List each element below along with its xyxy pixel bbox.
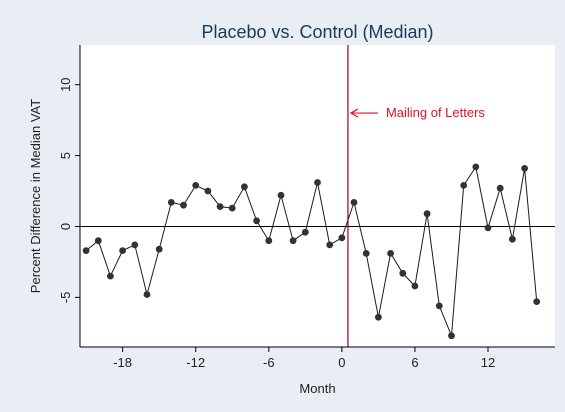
data-point bbox=[314, 179, 321, 186]
data-point bbox=[82, 247, 90, 255]
data-point bbox=[399, 269, 407, 277]
data-point bbox=[362, 250, 370, 257]
data-point bbox=[143, 291, 151, 298]
data-point bbox=[228, 204, 236, 212]
data-point bbox=[435, 302, 443, 310]
annotation-arrow-head bbox=[349, 108, 359, 118]
data-point bbox=[411, 282, 419, 290]
data-point bbox=[192, 182, 200, 189]
data-point bbox=[423, 210, 431, 218]
x-axis-title: Month bbox=[299, 381, 335, 396]
x-tick-label: -12 bbox=[186, 355, 205, 370]
y-tick-label: 0 bbox=[58, 223, 73, 230]
data-point bbox=[484, 224, 492, 232]
data-point bbox=[155, 245, 163, 253]
data-point bbox=[301, 228, 309, 236]
data-point bbox=[375, 313, 382, 321]
x-tick-label: 6 bbox=[411, 355, 418, 370]
y-tick-label: 10 bbox=[58, 77, 73, 91]
data-point bbox=[253, 217, 260, 225]
data-point bbox=[460, 182, 468, 189]
data-point bbox=[277, 191, 285, 199]
data-point bbox=[107, 272, 114, 280]
data-point bbox=[326, 241, 334, 249]
x-tick-label: -6 bbox=[263, 355, 275, 370]
data-point bbox=[350, 199, 358, 206]
plot-area bbox=[80, 45, 555, 347]
data-point bbox=[119, 247, 126, 255]
data-point bbox=[216, 203, 224, 211]
x-tick-label: -18 bbox=[113, 355, 132, 370]
data-point bbox=[265, 237, 273, 245]
data-point bbox=[448, 332, 455, 340]
data-point bbox=[521, 165, 528, 172]
data-point bbox=[167, 199, 175, 206]
data-point bbox=[533, 298, 541, 305]
chart-title: Placebo vs. Control (Median) bbox=[201, 22, 433, 42]
data-point bbox=[289, 237, 297, 245]
x-tick-label: 0 bbox=[338, 355, 345, 370]
y-tick-label: 5 bbox=[58, 152, 73, 159]
data-point bbox=[131, 241, 139, 249]
data-point bbox=[509, 235, 516, 243]
y-axis-title: Percent Difference in Median VAT bbox=[28, 99, 43, 293]
data-point bbox=[241, 183, 248, 191]
y-tick-label: -5 bbox=[58, 292, 73, 304]
data-point bbox=[496, 184, 504, 192]
annotation-text: Mailing of Letters bbox=[386, 105, 485, 120]
series-line bbox=[85, 165, 538, 336]
data-point bbox=[472, 163, 480, 171]
data-point bbox=[338, 234, 346, 242]
data-point bbox=[387, 250, 394, 257]
data-point bbox=[204, 187, 212, 195]
data-point bbox=[94, 237, 102, 245]
data-point bbox=[180, 201, 187, 209]
x-tick-label: 12 bbox=[481, 355, 495, 370]
